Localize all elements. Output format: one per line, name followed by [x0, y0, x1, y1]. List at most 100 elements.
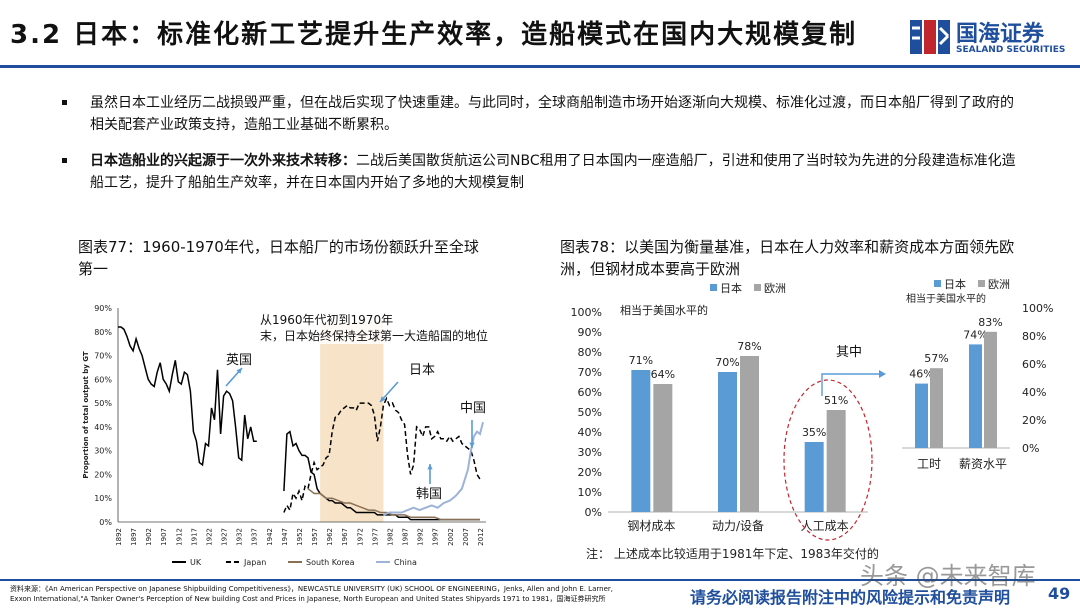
- legend-label: 欧洲: [764, 282, 786, 295]
- chart78-caption: 图表78：以美国为衡量基准，日本在人力效率和薪资成本方面领先欧洲，但钢材成本要高…: [560, 238, 1015, 278]
- inset-y-tick-label: 20%: [1022, 414, 1046, 427]
- inset-subtitle: 相当于美国水平的: [906, 292, 986, 305]
- x-tick-label: 1992: [417, 528, 425, 546]
- label-china: 中国: [460, 401, 486, 416]
- inset-data-label: 46%: [909, 368, 933, 381]
- x-tick-label: 1907: [160, 528, 168, 546]
- x-tick-label: 1927: [221, 528, 229, 546]
- series-line-china: [383, 421, 484, 516]
- annotation-text: 末，日本始终保持全球第一大造船国的地位: [260, 328, 488, 343]
- y-tick-label: 0%: [585, 506, 602, 519]
- chart-subtitle: 相当于美国水平的: [620, 303, 708, 317]
- logo-name-en: SEALAND SECURITIES: [956, 45, 1066, 55]
- x-tick-label: 1917: [190, 528, 198, 546]
- y-tick-label: 30%: [578, 446, 602, 459]
- bullet-bold-lead: 日本造船业的兴起源于一次外来技术转移：: [90, 153, 356, 169]
- inset-legend-swatch: [978, 280, 985, 287]
- watermark: 头条 @未来智库: [860, 562, 1036, 590]
- x-tick-label: 1932: [236, 528, 244, 546]
- legend-swatch: [754, 284, 761, 291]
- inset-legend-label: 欧洲: [988, 278, 1010, 291]
- y-tick-label: 90%: [578, 326, 602, 339]
- legend-label: UK: [190, 558, 202, 567]
- y-tick-label: 20%: [94, 470, 112, 479]
- x-tick-label: 2007: [462, 528, 470, 546]
- inset-y-tick-label: 100%: [1022, 302, 1053, 315]
- x-tick-label: 1922: [205, 528, 213, 546]
- y-tick-label: 50%: [94, 399, 112, 408]
- y-tick-label: 60%: [94, 375, 112, 384]
- inset-bar-欧洲: [930, 368, 943, 448]
- data-label: 64%: [651, 368, 675, 381]
- x-tick-label: 1947: [281, 528, 289, 546]
- bullet-text: 虽然日本工业经历二战损毁严重，但在战后实现了快速重建。与此同时，全球商船制造市场…: [90, 95, 1014, 133]
- chart-note: 注： 上述成本比较适用于1981年下定、1983年交付的: [586, 546, 879, 561]
- x-tick-label: 人工成本: [801, 519, 849, 533]
- x-tick-label: 1977: [371, 528, 379, 546]
- disclaimer: 请务必阅读报告附注中的风险提示和免责声明: [690, 588, 1011, 607]
- x-tick-label: 1987: [402, 528, 410, 546]
- label-korea: 韩国: [416, 487, 442, 502]
- arrow-japan-head: [380, 396, 386, 402]
- inset-bar-欧洲: [984, 331, 997, 448]
- y-tick-label: 50%: [578, 406, 602, 419]
- y-tick-label: 90%: [94, 304, 112, 313]
- inset-data-label: 57%: [924, 352, 948, 365]
- data-label: 51%: [824, 394, 848, 407]
- annotation-box: [252, 310, 464, 344]
- callout-arrow: [821, 373, 880, 396]
- legend-label: South Korea: [306, 558, 355, 567]
- arrow-korea-head: [427, 464, 433, 470]
- inset-legend-label: 日本: [944, 277, 966, 291]
- inset-data-label: 83%: [978, 316, 1002, 329]
- bullet-dot-icon: [62, 100, 67, 105]
- inset-y-tick-label: 0%: [1022, 442, 1039, 455]
- inset-legend-swatch: [934, 280, 941, 287]
- legend-swatch: [710, 284, 717, 291]
- x-tick-label: 1997: [432, 528, 440, 546]
- x-tick-label: 1912: [175, 528, 183, 546]
- logo-name-cn: 国海证券: [956, 22, 1045, 47]
- arrow-uk-head: [236, 368, 242, 374]
- x-tick-label: 1897: [130, 528, 138, 546]
- y-tick-label: 80%: [578, 346, 602, 359]
- source-note: 资料来源：《An American Perspective on Japanes…: [10, 585, 613, 603]
- x-tick-label: 1942: [266, 528, 274, 546]
- bullet-1: 虽然日本工业经历二战损毁严重，但在战后实现了快速重建。与此同时，全球商船制造市场…: [62, 92, 1022, 136]
- data-label: 78%: [737, 340, 761, 353]
- logo-icon: [910, 20, 950, 54]
- x-tick-label: 1982: [386, 528, 394, 546]
- data-label: 35%: [802, 426, 826, 439]
- inset-y-tick-label: 40%: [1022, 386, 1046, 399]
- data-label: 70%: [715, 356, 739, 369]
- series-line-south-korea: [307, 488, 480, 521]
- header: 3.2 日本：标准化新工艺提升生产效率，造船模式在国内大规模复制 国海证券 SE…: [0, 0, 1080, 68]
- page-title: 3.2 日本：标准化新工艺提升生产效率，造船模式在国内大规模复制: [10, 20, 858, 50]
- chart77-line-chart: 0% 10% 20% 30% 40% 50% 60% 70% 80% 90% 1892 1897 190…: [82, 304, 488, 567]
- annotation-text: 从1960年代初到1970年: [260, 313, 393, 327]
- y-tick-label: 40%: [94, 423, 112, 432]
- highlight-band: [320, 322, 384, 522]
- y-tick-label: 20%: [578, 466, 602, 479]
- bar-欧洲: [740, 356, 759, 512]
- y-axis-label: Proportion of total output by GT: [82, 351, 90, 479]
- bar-日本: [631, 370, 651, 512]
- legend-label: 日本: [720, 281, 742, 295]
- label-japan: 日本: [409, 363, 435, 378]
- bullet-dot-icon: [62, 158, 67, 163]
- inset-x-tick-label: 薪资水平: [959, 457, 1007, 471]
- bullet-text: 二战后美国散货航运公司NBC租用了日本国内一座造船厂，引进和使用了当时较为先进的…: [90, 153, 1016, 191]
- callout-arrow-head: [879, 370, 886, 378]
- x-tick-label: 1937: [251, 528, 259, 546]
- bar-日本: [718, 372, 737, 512]
- bar-欧洲: [826, 410, 846, 512]
- y-tick-label: 0%: [99, 518, 112, 527]
- inset-y-tick-label: 60%: [1022, 358, 1046, 371]
- inset-data-label: 74%: [963, 328, 987, 341]
- inset-x-tick-label: 工时: [917, 457, 941, 471]
- y-tick-label: 80%: [94, 328, 112, 337]
- y-tick-label: 100%: [571, 306, 602, 319]
- x-tick-label: 动力/设备: [712, 519, 764, 533]
- x-tick-label: 2012: [477, 528, 485, 546]
- bullet-2: 日本造船业的兴起源于一次外来技术转移：二战后美国散货航运公司NBC租用了日本国内…: [62, 150, 1022, 194]
